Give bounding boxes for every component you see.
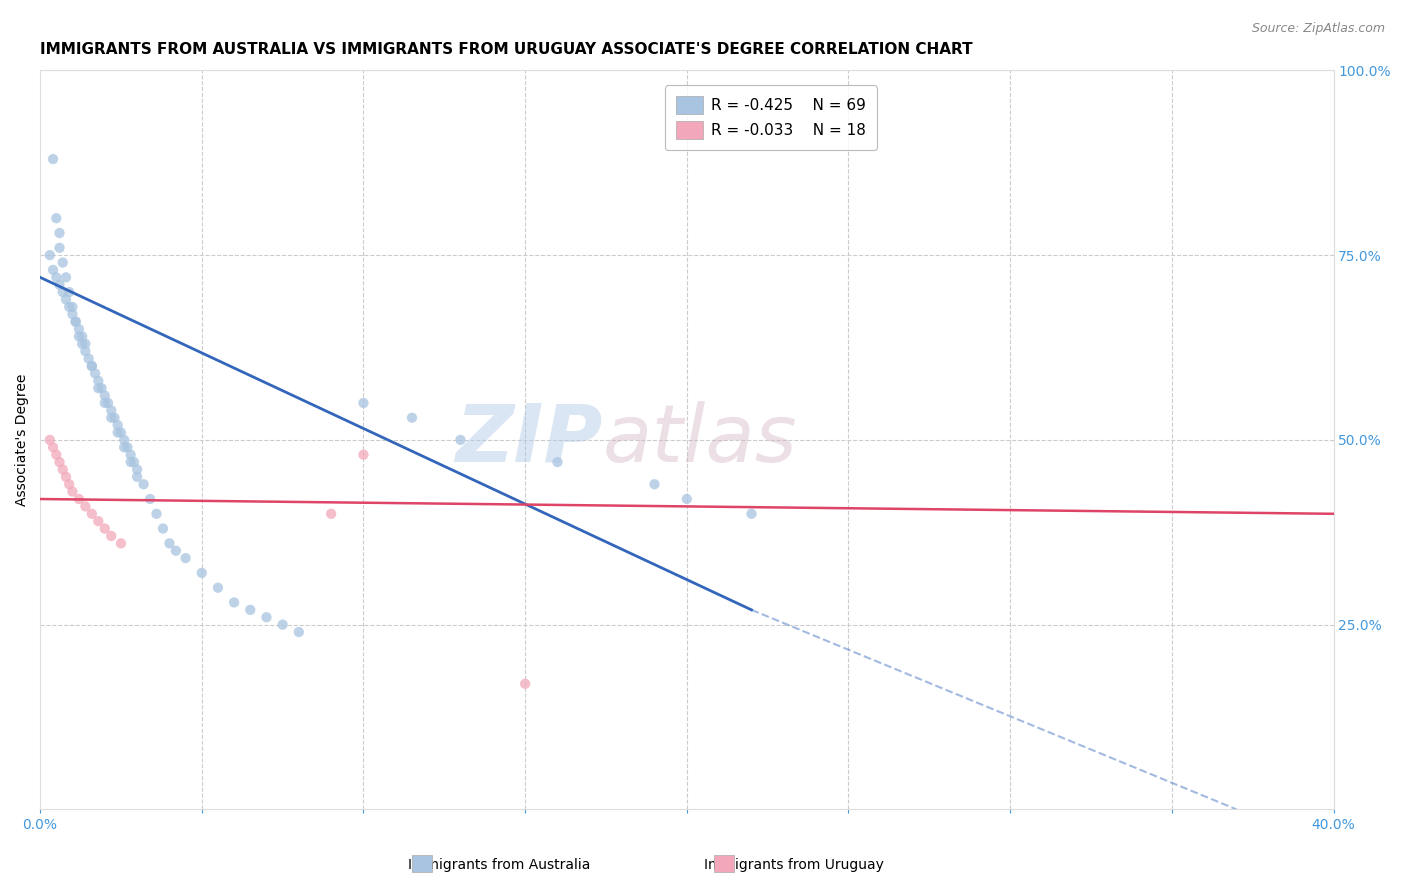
Point — [159, 536, 181, 550]
Point — [75, 344, 97, 359]
Point — [58, 285, 80, 299]
Point — [38, 433, 60, 447]
Point — [52, 285, 75, 299]
Point — [139, 491, 162, 506]
Point — [740, 507, 762, 521]
Point — [65, 315, 87, 329]
Text: IMMIGRANTS FROM AUSTRALIA VS IMMIGRANTS FROM URUGUAY ASSOCIATE'S DEGREE CORRELAT: IMMIGRANTS FROM AUSTRALIA VS IMMIGRANTS … — [41, 42, 973, 57]
Text: atlas: atlas — [603, 401, 797, 479]
Point — [90, 381, 112, 395]
Point — [122, 455, 145, 469]
Point — [132, 477, 155, 491]
Y-axis label: Associate's Degree: Associate's Degree — [15, 374, 30, 506]
Point — [48, 455, 70, 469]
Point — [62, 300, 84, 314]
Point — [70, 336, 93, 351]
Point — [353, 396, 375, 410]
Point — [112, 433, 135, 447]
Point — [224, 595, 246, 609]
Point — [80, 359, 103, 373]
Point — [127, 470, 149, 484]
Text: Immigrants from Uruguay: Immigrants from Uruguay — [704, 858, 884, 872]
Legend: R = -0.425    N = 69, R = -0.033    N = 18: R = -0.425 N = 69, R = -0.033 N = 18 — [665, 86, 876, 150]
Point — [513, 677, 536, 691]
Point — [65, 315, 87, 329]
Point — [67, 491, 90, 506]
Point — [55, 470, 77, 484]
Point — [52, 255, 75, 269]
Point — [87, 374, 110, 388]
Point — [117, 440, 139, 454]
Point — [191, 566, 214, 580]
Point — [97, 396, 120, 410]
Point — [288, 625, 311, 640]
Point — [271, 617, 294, 632]
Point — [87, 514, 110, 528]
Point — [75, 500, 97, 514]
Point — [165, 543, 187, 558]
Point — [80, 507, 103, 521]
Point — [174, 551, 197, 566]
Point — [107, 425, 129, 440]
Point — [145, 507, 167, 521]
Point — [70, 329, 93, 343]
Point — [48, 226, 70, 240]
Point — [94, 388, 117, 402]
Point — [103, 410, 125, 425]
Point — [112, 440, 135, 454]
Point — [256, 610, 278, 624]
Point — [120, 448, 142, 462]
Text: Source: ZipAtlas.com: Source: ZipAtlas.com — [1251, 22, 1385, 36]
Point — [100, 403, 122, 417]
Point — [77, 351, 100, 366]
Point — [45, 211, 67, 226]
Point — [58, 300, 80, 314]
Point — [62, 484, 84, 499]
Point — [643, 477, 665, 491]
Point — [48, 241, 70, 255]
Point — [48, 277, 70, 292]
Point — [67, 329, 90, 343]
Point — [80, 359, 103, 373]
Point — [321, 507, 343, 521]
Point — [546, 455, 568, 469]
Point — [75, 336, 97, 351]
Point — [42, 440, 65, 454]
Point — [62, 307, 84, 321]
Point — [58, 477, 80, 491]
Point — [52, 462, 75, 476]
Point — [207, 581, 229, 595]
Point — [401, 410, 423, 425]
Point — [42, 263, 65, 277]
Point — [127, 462, 149, 476]
Point — [120, 455, 142, 469]
Point — [353, 448, 375, 462]
Point — [87, 381, 110, 395]
Point — [152, 522, 174, 536]
Point — [55, 293, 77, 307]
Text: ZIP: ZIP — [456, 401, 603, 479]
Point — [239, 603, 262, 617]
Point — [110, 536, 132, 550]
Point — [100, 410, 122, 425]
Point — [55, 270, 77, 285]
Point — [110, 425, 132, 440]
Point — [675, 491, 697, 506]
Point — [107, 418, 129, 433]
Point — [84, 367, 107, 381]
Point — [450, 433, 472, 447]
Point — [67, 322, 90, 336]
Point — [45, 270, 67, 285]
Point — [94, 522, 117, 536]
Point — [100, 529, 122, 543]
Point — [38, 248, 60, 262]
Text: Immigrants from Australia: Immigrants from Australia — [408, 858, 591, 872]
Point — [94, 396, 117, 410]
Point — [45, 448, 67, 462]
Point — [42, 152, 65, 166]
